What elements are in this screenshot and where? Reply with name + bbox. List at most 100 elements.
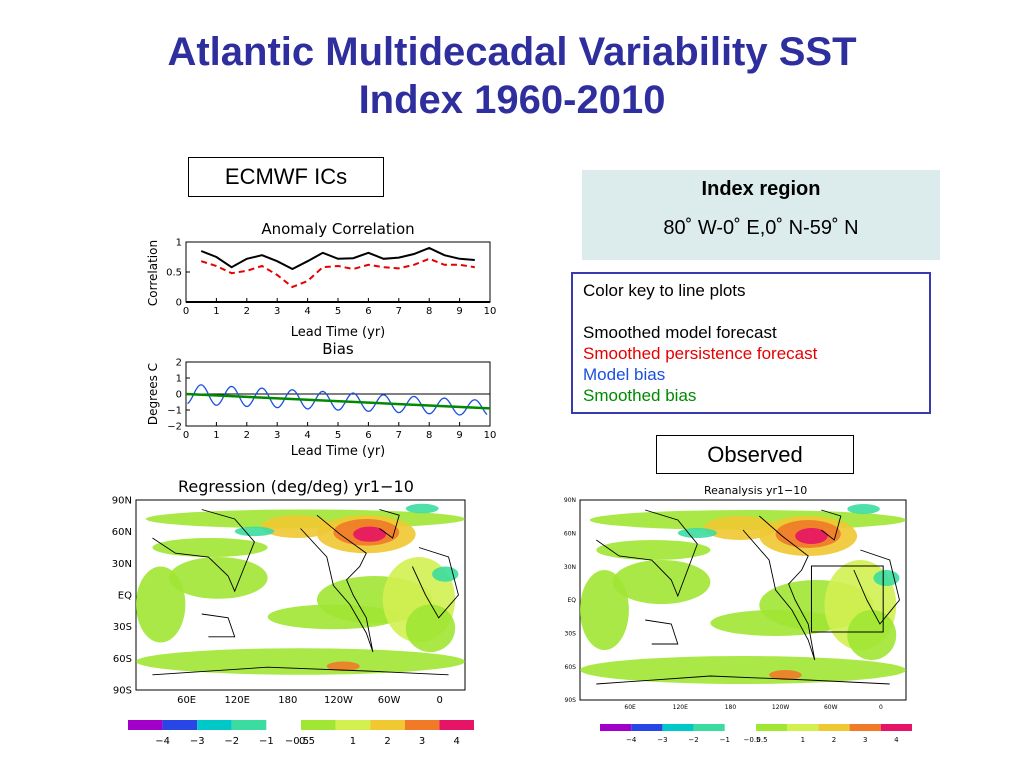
title-line-1: Atlantic Multidecadal Variability SST — [167, 30, 857, 74]
reanalysis-colorbar: −4 −3 −2 −1 −0.50.5 1 2 3 4 — [600, 724, 912, 744]
y-tick-label: 0.5 — [166, 268, 182, 279]
colorbar-label: −0.5 — [285, 736, 309, 747]
colorbar-label: 2 — [384, 736, 390, 747]
latitude-label: 90N — [564, 497, 576, 504]
x-tick-label: 8 — [426, 306, 432, 317]
x-tick-label: 9 — [456, 430, 462, 441]
latitude-label: 60S — [565, 664, 577, 671]
regression-map-title: Regression (deg/deg) yr1−10 — [178, 477, 414, 496]
colorbar-label: 0.5 — [756, 736, 767, 744]
colorbar-label: −1 — [259, 736, 274, 747]
coastline — [820, 509, 842, 541]
x-tick-label: 10 — [484, 306, 497, 317]
colorbar-label: −1 — [720, 736, 730, 744]
colorbar-swatch — [404, 720, 440, 730]
regression-map: 90N 60N 30N EQ 30S 60S 90S 60E 120E 180 120W 60W 0 — [112, 496, 466, 706]
y-tick-label: 0 — [176, 390, 182, 401]
colorbar-label: −3 — [657, 736, 667, 744]
sst-anomaly-region — [261, 515, 334, 538]
colorbar-label: −4 — [155, 736, 170, 747]
latitude-label: 90S — [565, 697, 577, 704]
sst-anomaly-region — [847, 504, 880, 514]
coastline — [596, 509, 698, 598]
colorbar-label: 3 — [419, 736, 425, 747]
x-tick-label: 10 — [484, 430, 497, 441]
y-tick-label: 2 — [176, 358, 182, 369]
longitude-label: 60W — [378, 695, 401, 706]
bias-chart: Bias Degrees C Lead Time (yr) 0 1 2 3 4 5 6 7 8 9… — [146, 340, 497, 459]
x-tick-label: 7 — [396, 430, 402, 441]
colorbar-label: 0.5 — [299, 736, 315, 747]
latitude-label: 30N — [112, 559, 132, 570]
y-axis-label: Correlation — [146, 240, 160, 306]
colorbar-label: −4 — [626, 736, 637, 744]
x-tick-label: 6 — [365, 430, 371, 441]
sst-anomaly-region — [234, 526, 275, 537]
y-tick-label: 1 — [176, 374, 182, 385]
sst-anomaly-region — [596, 540, 711, 560]
x-tick-label: 4 — [304, 306, 310, 317]
title-line-2: Index 1960-2010 — [358, 78, 666, 122]
latitude-label: 30S — [565, 630, 577, 637]
series-line — [200, 246, 475, 271]
y-tick-label: 1 — [176, 238, 182, 249]
color-key-item: Smoothed model forecast — [583, 323, 777, 342]
colorbar-swatch — [787, 724, 819, 731]
reanalysis-map-title: Reanalysis yr1−10 — [704, 484, 808, 497]
series-line — [187, 384, 488, 416]
colorbar-swatch — [818, 724, 850, 731]
x-tick-label: 3 — [274, 430, 280, 441]
latitude-label: EQ — [567, 597, 576, 604]
longitude-label: 60E — [177, 695, 196, 706]
index-region-heading: Index region — [701, 178, 821, 200]
longitude-label: 60W — [824, 704, 838, 711]
color-key-item: Smoothed persistence forecast — [583, 344, 818, 363]
colorbar-swatch — [631, 724, 663, 731]
anomaly-correlation-chart: Anomaly Correlation Correlation Lead Tim… — [146, 220, 497, 340]
latitude-label: 90N — [112, 496, 132, 507]
colorbar-swatch — [162, 720, 198, 730]
colorbar-swatch — [849, 724, 881, 731]
x-tick-label: 0 — [183, 306, 189, 317]
sst-anomaly-region — [703, 516, 776, 540]
sst-anomaly-region — [405, 604, 456, 652]
coastline — [379, 509, 400, 539]
x-tick-label: 8 — [426, 430, 432, 441]
sst-anomaly-region — [152, 538, 268, 557]
index-region-value: 80˚ W-0˚ E,0˚ N-59˚ N — [663, 217, 859, 239]
latitude-label: 60N — [564, 530, 576, 537]
coastline — [201, 613, 236, 638]
sst-anomaly-region — [136, 648, 465, 675]
colorbar-label: 1 — [801, 736, 805, 744]
coastline — [411, 547, 459, 619]
x-tick-label: 7 — [396, 306, 402, 317]
regression-colorbar: −4 −3 −2 −1 −0.50.5 1 2 3 4 — [128, 720, 474, 747]
x-tick-label: 3 — [274, 306, 280, 317]
longitude-label: 180 — [278, 695, 297, 706]
x-tick-label: 2 — [244, 306, 250, 317]
colorbar-swatch — [266, 720, 301, 730]
chart-title: Bias — [322, 340, 354, 358]
y-axis-label: Degrees C — [146, 363, 160, 425]
x-tick-label: 2 — [244, 430, 250, 441]
ecmwf-label: ECMWF ICs — [188, 157, 384, 197]
color-key-box: Color key to line plots Smoothed model f… — [571, 272, 931, 414]
x-tick-label: 9 — [456, 306, 462, 317]
y-tick-label: 0 — [176, 298, 182, 309]
sst-anomaly-region — [847, 610, 897, 660]
latitude-label: EQ — [118, 591, 132, 602]
coastline — [645, 619, 679, 645]
latitude-label: 60N — [112, 527, 132, 538]
sst-anomaly-region — [677, 528, 717, 538]
colorbar-swatch — [756, 724, 788, 731]
color-key-item: Smoothed bias — [583, 386, 697, 405]
x-tick-label: 6 — [365, 306, 371, 317]
x-tick-label: 5 — [335, 306, 341, 317]
colorbar-swatch — [600, 724, 632, 731]
colorbar-label: 4 — [454, 736, 460, 747]
colorbar-swatch — [301, 720, 336, 730]
reanalysis-map: 90N 60N 30N EQ 30S 60S 90S 60E 120E 180 120W 60W 0 — [564, 497, 907, 711]
longitude-label: 120E — [673, 704, 688, 711]
x-axis-label: Lead Time (yr) — [291, 444, 386, 459]
x-axis-label: Lead Time (yr) — [291, 325, 386, 340]
